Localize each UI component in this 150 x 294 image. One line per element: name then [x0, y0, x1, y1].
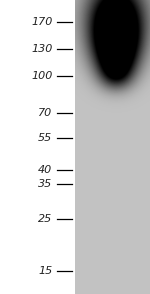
Text: 15: 15: [38, 266, 52, 276]
FancyBboxPatch shape: [75, 0, 150, 294]
Text: 55: 55: [38, 133, 52, 143]
Text: 170: 170: [31, 17, 52, 27]
Text: 130: 130: [31, 44, 52, 54]
Text: 40: 40: [38, 165, 52, 175]
Text: 25: 25: [38, 214, 52, 224]
Text: 70: 70: [38, 108, 52, 118]
Text: 100: 100: [31, 71, 52, 81]
Text: 35: 35: [38, 179, 52, 189]
